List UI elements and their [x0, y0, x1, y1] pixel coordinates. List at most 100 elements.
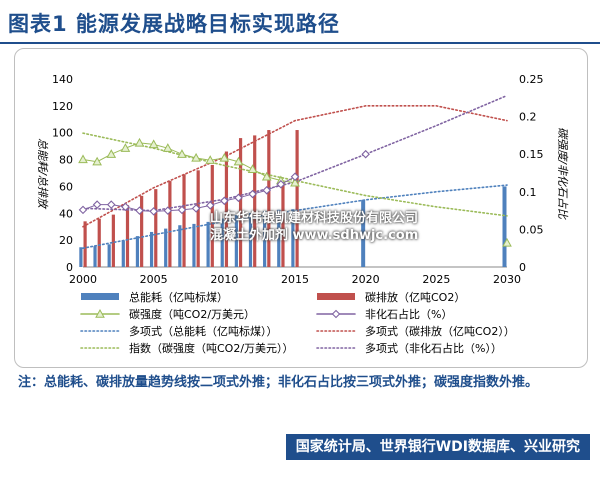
- chart-title: 图表1 能源发展战略目标实现路径: [8, 12, 340, 36]
- watermark-line-1: 山东华伟银凯建材科技股份有限公司: [210, 211, 419, 226]
- nonfossil-series-line: [82, 176, 296, 212]
- intensity-marker: [290, 177, 300, 187]
- y-left-tick-label: 100: [52, 127, 73, 140]
- y-left-tick-label: 0: [66, 261, 73, 274]
- carbon-bar: [154, 189, 158, 267]
- energy-bar: [93, 246, 97, 267]
- carbon-bar: [111, 214, 115, 267]
- y-left-tick-label: 20: [59, 234, 73, 247]
- legend-label: 多项式（碳排放（亿吨CO2））: [365, 324, 515, 338]
- carbon-bar: [210, 164, 214, 267]
- x-tick-label: 2000: [69, 273, 97, 286]
- intensity-marker: [191, 152, 201, 162]
- intensity-series-line: [82, 142, 296, 184]
- energy-bar: [192, 223, 196, 267]
- source-bar: 国家统计局、世界银行WDI数据库、兴业研究: [0, 426, 600, 466]
- energy-bar: [79, 247, 83, 267]
- energy-bar: [107, 244, 111, 267]
- intensity-marker: [233, 156, 244, 166]
- y-left-tick-label: 120: [52, 100, 73, 113]
- energy-bar: [121, 240, 125, 267]
- energy-bar: [361, 199, 366, 267]
- intensity-marker: [106, 149, 117, 158]
- legend-label: 碳排放（亿吨CO2）: [365, 290, 465, 304]
- intensity-marker: [134, 137, 145, 147]
- intensity-marker: [78, 154, 88, 164]
- carbon-bar: [267, 130, 271, 267]
- intensity-marker: [162, 143, 173, 152]
- legend-label: 多项式（总能耗（亿吨标煤））: [129, 324, 278, 338]
- carbon-bar: [224, 151, 229, 267]
- energy-bar: [277, 209, 281, 267]
- nonfossil-marker: [248, 189, 257, 199]
- energy-bar: [164, 228, 168, 267]
- y-right-tick-label: 0.15: [519, 148, 544, 161]
- carbon-bar: [253, 135, 257, 267]
- legend-label: 总能耗（亿吨标煤）: [129, 290, 228, 304]
- energy-bar: [149, 231, 154, 267]
- watermark-line-2: 混凝土外加剂 www.sdhwjc.com: [210, 228, 419, 243]
- nonfossil-marker: [205, 201, 215, 210]
- y-right-tick-label: 0.25: [519, 73, 544, 86]
- nonfossil-marker: [361, 149, 370, 159]
- intensity-marker: [261, 171, 272, 181]
- chart-panel: 0 20 40 60 80 100 120 140 0 0.05 0.1 0.15 0.2 0.25 200…: [14, 48, 588, 368]
- nonfossil-marker: [191, 204, 201, 213]
- y-left-tick-label: 40: [59, 207, 73, 220]
- nonfossil-marker: [290, 172, 300, 182]
- chart-note: 注：总能耗、碳排放量趋势线按二项式外推；非化石占比按三项式外推；碳强度指数外推。: [18, 375, 539, 390]
- carbon-bar: [238, 138, 243, 267]
- x-tick-label: 2005: [140, 273, 168, 286]
- trend-energy-line: [82, 184, 508, 249]
- intensity-marker: [177, 149, 187, 158]
- energy-bar: [178, 225, 182, 267]
- legend-label: 指数（碳强度（吨CO2/万美元））: [129, 341, 294, 355]
- carbon-bar: [168, 181, 172, 267]
- legend-label: 非化石占比（%）: [365, 307, 452, 321]
- x-tick-label: 2020: [352, 273, 380, 286]
- y-left-axis-title: 总能耗/总排放: [36, 138, 49, 210]
- nonfossil-marker: [121, 202, 130, 212]
- legend-label: 多项式（非化石占比（%））: [365, 341, 502, 355]
- carbon-bar: [83, 221, 87, 267]
- carbon-bar: [97, 218, 101, 267]
- carbon-bar: [281, 182, 285, 267]
- nonfossil-marker: [135, 206, 144, 215]
- carbon-bar: [196, 170, 200, 267]
- energy-bar: [234, 215, 238, 267]
- trend-carbon-line: [82, 105, 508, 228]
- legend-swatch: [317, 293, 355, 300]
- y-left-tick-label: 140: [52, 73, 73, 86]
- energy-bar: [135, 236, 140, 267]
- y-left-tick-label: 60: [59, 180, 73, 193]
- nonfossil-marker: [106, 200, 116, 209]
- intensity-marker: [219, 152, 230, 162]
- energy-bar: [263, 211, 267, 267]
- nonfossil-marker: [177, 205, 187, 215]
- legend-swatch: [81, 293, 119, 300]
- trend-nonfossil-line: [82, 94, 508, 212]
- y-right-tick-label: 0.2: [519, 111, 537, 124]
- nonfossil-marker: [234, 193, 243, 203]
- watermark: 山东华伟银凯建材科技股份有限公司 混凝土外加剂 www.sdhwjc.com: [210, 210, 418, 244]
- intensity-marker: [502, 237, 512, 247]
- nonfossil-marker: [262, 186, 272, 195]
- intensity-marker: [205, 155, 216, 164]
- x-tick-label: 2030: [493, 273, 521, 286]
- title-divider: [0, 42, 600, 44]
- nonfossil-marker: [92, 200, 102, 209]
- energy-bar: [502, 186, 507, 267]
- intensity-marker: [120, 143, 131, 152]
- intensity-marker: [92, 156, 102, 166]
- intensity-marker: [148, 139, 159, 149]
- nonfossil-marker: [149, 207, 158, 216]
- energy-bar: [206, 221, 210, 267]
- energy-bar: [220, 218, 224, 267]
- y-left-tick-label: 80: [59, 154, 73, 167]
- y-right-tick-label: 0: [519, 261, 526, 274]
- intensity-marker: [247, 164, 258, 173]
- legend-marker: [95, 308, 105, 318]
- legend-label: 碳强度（吨CO2/万美元）: [129, 307, 255, 321]
- x-tick-label: 2025: [422, 273, 450, 286]
- nonfossil-marker: [220, 196, 229, 206]
